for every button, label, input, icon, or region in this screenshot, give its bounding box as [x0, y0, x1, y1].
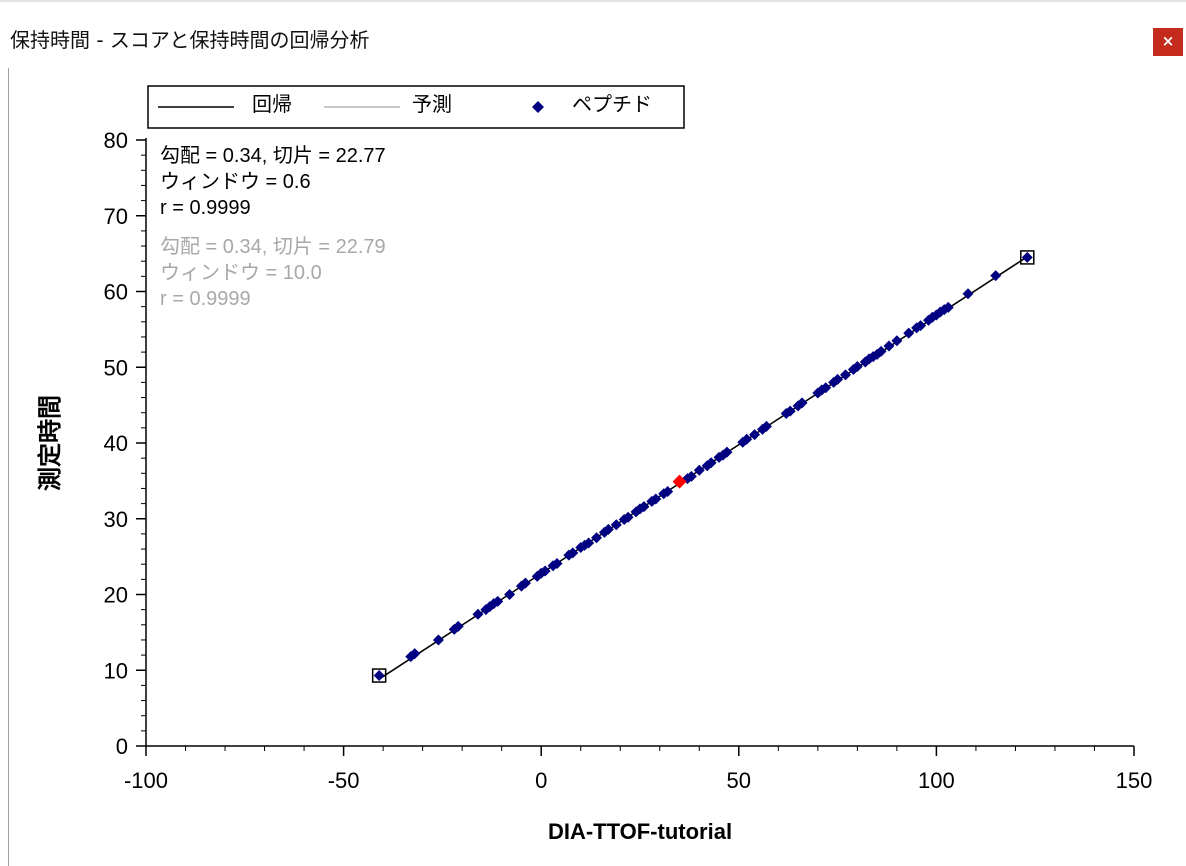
peptide-point [915, 320, 927, 332]
legend-label: ペプチド [572, 94, 652, 116]
close-button[interactable]: × [1153, 28, 1183, 56]
peptide-point [610, 519, 622, 531]
peptide-point [583, 537, 595, 549]
legend-box [147, 85, 685, 129]
y-tick-label: 70 [104, 204, 128, 229]
y-tick-label: 20 [104, 583, 128, 608]
x-tick-label: -100 [124, 768, 168, 793]
boxed-point-marker [371, 668, 387, 683]
x-axis-title: DIA-TTOF-tutorial [548, 819, 732, 844]
peptide-point [591, 532, 603, 544]
y-axis-title: 測定時間 [36, 395, 64, 491]
peptide-point [990, 270, 1002, 282]
peptide-point [638, 501, 650, 513]
peptide-point [662, 485, 674, 497]
title-bar: 保持時間 - スコアと保持時間の回帰分析 × [0, 0, 1186, 68]
annotations: 勾配 = 0.34, 切片 = 22.77 ウィンドウ = 0.6 r = 0.99… [160, 144, 386, 310]
y-tick-label: 0 [116, 734, 128, 759]
legend-label: 予測 [412, 93, 452, 116]
selected-peptide-point [672, 474, 687, 489]
close-icon: × [1161, 32, 1175, 50]
boxed-point-marker [1020, 250, 1035, 265]
window-left-border [8, 68, 9, 866]
peptide-point [567, 547, 579, 559]
regression-stat-line: ウィンドウ = 0.6 [160, 171, 311, 193]
peptide-point [851, 360, 863, 372]
y-tick-label: 50 [104, 355, 128, 380]
peptide-point [622, 511, 634, 523]
window-title: 保持時間 - スコアと保持時間の回帰分析 [10, 28, 370, 52]
peptide-point [903, 327, 915, 339]
peptide-point [840, 369, 852, 381]
peptide-point [539, 565, 551, 577]
peptide-point [452, 620, 464, 632]
y-tick-label: 80 [104, 128, 128, 153]
peptide-point [519, 577, 531, 589]
data-points [371, 250, 1035, 683]
peptide-point [409, 648, 421, 660]
x-tick-label: 50 [727, 768, 751, 793]
prediction-stat-line: r = 0.9999 [160, 288, 251, 310]
peptide-point [741, 433, 753, 445]
peptide-point [875, 345, 887, 357]
peptide-point [693, 464, 705, 476]
regression-stat-line: r = 0.9999 [160, 197, 251, 219]
peptide-point [820, 382, 832, 394]
peptide-point [721, 446, 733, 458]
peptide-point [650, 493, 662, 505]
prediction-stat-line: 勾配 = 0.34, 切片 = 22.79 [160, 235, 386, 258]
axes: -100 -50 0 50 100 150 0 10 20 30 40 50 60 70 80 DIA-TTO… [36, 128, 1152, 844]
prediction-stat-line: ウィンドウ = 10.0 [160, 262, 322, 284]
peptide-point [432, 634, 444, 646]
x-tick-label: 0 [535, 768, 547, 793]
peptide-point [602, 523, 614, 535]
peptide-point [962, 288, 974, 300]
x-tick-label: 100 [918, 768, 955, 793]
peptide-point [472, 608, 484, 620]
peptide-point [796, 397, 808, 409]
peptide-point [551, 557, 563, 569]
peptide-point [705, 457, 717, 469]
peptide-point [942, 301, 954, 313]
y-tick-label: 30 [104, 507, 128, 532]
peptide-point [492, 595, 504, 607]
peptide-point [784, 405, 796, 417]
peptide-point [760, 420, 772, 432]
y-tick-label: 60 [104, 280, 128, 305]
peptide-point [373, 670, 385, 682]
x-tick-label: 150 [1116, 768, 1153, 793]
x-tick-label: -50 [328, 768, 360, 793]
peptide-point [891, 335, 903, 347]
regression-stat-line: 勾配 = 0.34, 切片 = 22.77 [160, 144, 386, 167]
y-tick-label: 10 [104, 658, 128, 683]
legend-marker-swatch [532, 101, 544, 113]
peptide-point [832, 373, 844, 385]
peptide-point [504, 589, 516, 600]
peptide-point [749, 429, 761, 441]
y-tick-label: 40 [104, 431, 128, 456]
peptide-point [1021, 251, 1033, 263]
peptide-point [883, 340, 895, 352]
legend: 回帰 予測 ペプチド [147, 85, 685, 129]
title-bar-border [0, 0, 1186, 2]
legend-label: 回帰 [252, 93, 292, 116]
peptide-point [685, 470, 697, 482]
